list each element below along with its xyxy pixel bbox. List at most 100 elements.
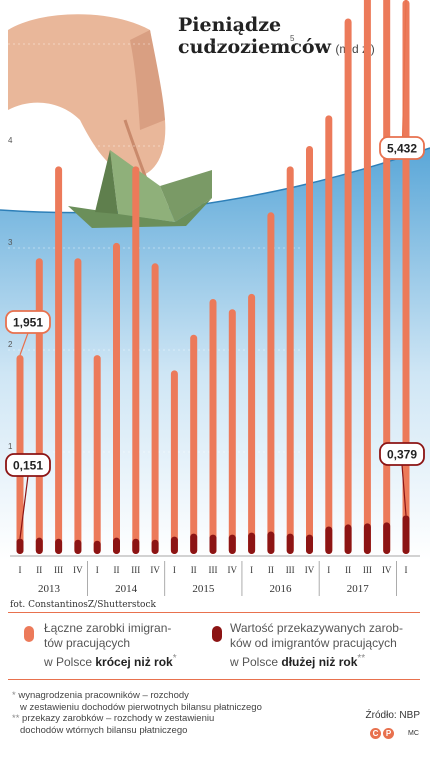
y-tick-label: 2 <box>8 340 13 349</box>
callout-leader <box>401 464 407 516</box>
bar-series-2 <box>306 534 313 554</box>
callout-leader <box>19 332 29 356</box>
year-label: 2015 <box>192 583 215 595</box>
x-tick-label: I <box>19 565 22 575</box>
callout-box <box>5 310 51 334</box>
x-tick-label: I <box>250 565 253 575</box>
x-tick-label: II <box>191 565 197 575</box>
bar-series-2 <box>248 532 256 554</box>
bar-series-1 <box>267 212 275 555</box>
callout-label: 1,951 <box>13 316 43 330</box>
y-tick-label: 1 <box>8 442 13 451</box>
x-tick-label: I <box>96 565 99 575</box>
bar-series-2 <box>113 537 120 554</box>
bar-series-2 <box>228 534 236 554</box>
legend-item-series-2: Wartość przekazywanych zarob- ków od imi… <box>230 621 403 669</box>
bar-series-1 <box>190 334 198 554</box>
hand-illustration <box>8 14 166 191</box>
bar-series-1 <box>93 355 101 554</box>
year-label: 2013 <box>38 583 61 595</box>
x-tick-label: III <box>54 565 63 575</box>
copyright-c-icon: C <box>370 728 381 739</box>
bar-series-2 <box>344 524 352 554</box>
bar-series-1 <box>170 370 178 554</box>
copyright-badges: C P <box>370 728 394 739</box>
x-tick-label: II <box>345 565 351 575</box>
x-tick-label: IV <box>150 565 160 575</box>
source-label: Źródło: NBP <box>365 710 420 721</box>
bar-series-1 <box>35 258 43 554</box>
callout-box <box>379 442 425 466</box>
legend-swatch-series-1 <box>24 626 34 642</box>
x-tick-label: IV <box>382 565 392 575</box>
bar-series-1 <box>344 18 352 554</box>
callout-leader <box>401 0 407 160</box>
bar-series-2 <box>170 536 178 554</box>
year-label: 2017 <box>347 583 370 595</box>
bar-series-1 <box>132 166 140 554</box>
bar-series-1 <box>74 258 82 554</box>
bar-series-1 <box>363 0 371 554</box>
x-tick-label: II <box>114 565 120 575</box>
x-tick-label: II <box>268 565 274 575</box>
legend-swatch-series-2 <box>212 626 222 642</box>
bar-series-2 <box>267 531 275 554</box>
y-tick-label: 3 <box>8 238 13 247</box>
bar-series-2 <box>35 537 43 554</box>
bar-series-1 <box>151 263 159 554</box>
y-tick-label: 4 <box>8 136 13 145</box>
callout-leader <box>19 475 29 539</box>
bar-series-2 <box>190 533 198 554</box>
bar-series-1 <box>286 166 294 554</box>
callout-box <box>5 453 51 477</box>
bar-series-2 <box>383 522 391 554</box>
x-tick-label: III <box>209 565 218 575</box>
x-tick-label: IV <box>73 565 83 575</box>
bar-series-2 <box>132 538 140 554</box>
y-tick-label: 5 <box>290 34 295 43</box>
x-tick-label: I <box>405 565 408 575</box>
bar-series-2 <box>93 540 101 554</box>
bar-series-1 <box>228 309 236 554</box>
bar-series-2 <box>74 539 82 554</box>
bar-series-2 <box>325 526 333 554</box>
bar-series-2 <box>55 538 63 554</box>
footnote-1-cont: w zestawieniu dochodów pierwotnych bilan… <box>20 701 262 713</box>
bar-series-1 <box>248 293 256 554</box>
x-tick-label: IV <box>305 565 315 575</box>
footnote-2: ** przekazy zarobków – rozchody w zestaw… <box>12 713 215 724</box>
footnotes: * wynagrodzenia pracowników – rozchody w… <box>12 690 312 736</box>
x-tick-label: IV <box>228 565 238 575</box>
chart: 123456 IIIIIIIVIIIIIIIVIIIIIIIVIIIIIIIVI… <box>0 0 430 596</box>
x-tick-label: III <box>363 565 372 575</box>
bar-series-1 <box>383 0 391 554</box>
bar-series-2 <box>151 539 159 554</box>
footnote-1: * wynagrodzenia pracowników – rozchody <box>12 690 189 701</box>
bar-series-1 <box>113 242 120 554</box>
bar-series-2 <box>402 515 410 554</box>
callout-box <box>379 136 425 160</box>
callout-label: 0,379 <box>387 448 417 462</box>
bar-series-1 <box>209 299 217 554</box>
footnote-2-cont: dochodów wtórnych bilansu płatniczego <box>20 724 188 736</box>
x-tick-label: III <box>286 565 295 575</box>
bar-series-1 <box>306 146 313 554</box>
copyright-p-icon: P <box>383 728 394 739</box>
title-line-1: Pieniądze <box>178 14 282 36</box>
photo-credit: fot. ConstantinosZ/Shutterstock <box>10 600 156 610</box>
x-tick-label: II <box>36 565 42 575</box>
bar-series-1 <box>55 166 63 554</box>
bar-series-2 <box>209 534 217 554</box>
callout-label: 0,151 <box>13 459 43 473</box>
author-initials: MC <box>408 730 419 737</box>
bar-series-2 <box>16 538 24 554</box>
year-label: 2014 <box>115 583 138 595</box>
legend: Łączne zarobki imigran- tów pracujących … <box>8 612 420 680</box>
legend-item-series-1: Łączne zarobki imigran- tów pracujących … <box>44 621 177 669</box>
bar-series-1 <box>325 115 333 555</box>
paper-boat-illustration <box>68 150 212 228</box>
bar-series-2 <box>286 533 294 554</box>
title-line-2: cudzoziemców <box>178 36 331 58</box>
x-tick-label: I <box>327 565 330 575</box>
year-label: 2016 <box>270 583 293 595</box>
